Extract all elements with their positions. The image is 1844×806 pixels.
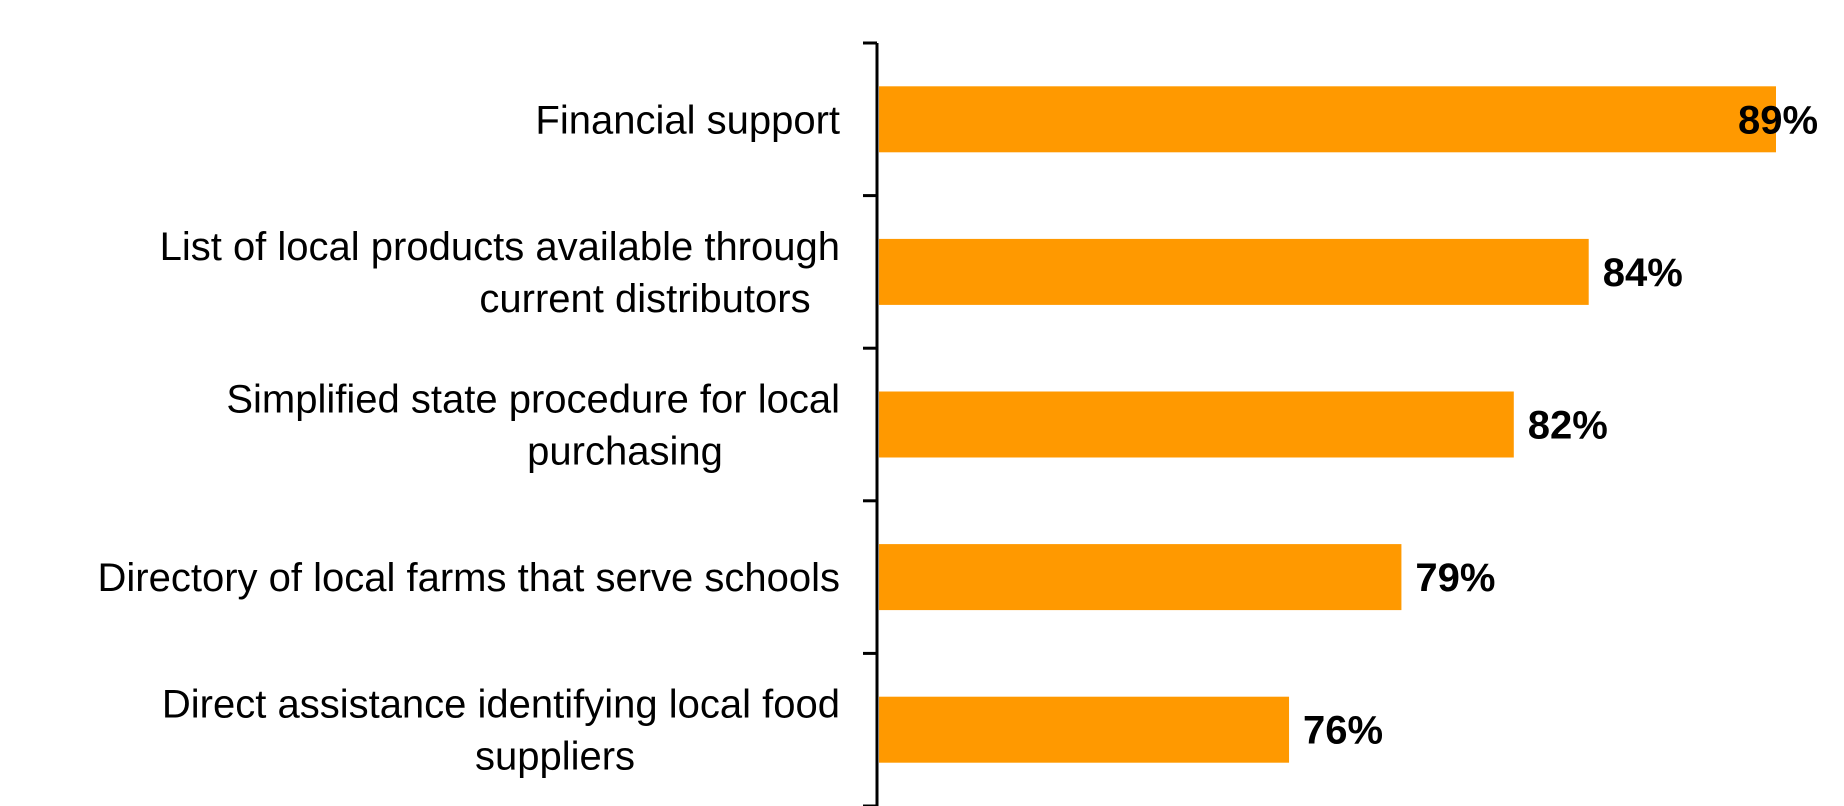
category-label: Direct assistance identifying local food… [162,683,840,779]
category-labels-group: Financial support List of local products … [98,98,840,778]
bar [879,391,1514,458]
value-label: 89% [1738,98,1818,142]
category-label-line: Financial support [535,98,840,142]
category-label: List of local products available through… [160,225,840,321]
category-label: Directory of local farms that serve scho… [98,556,840,600]
category-label-line: purchasing [527,430,723,474]
category-label-line: suppliers [475,735,635,779]
bar [879,544,1402,611]
bars-group [879,86,1776,763]
category-label-line: Simplified state procedure for local [226,378,840,422]
category-label: Financial support [535,98,840,142]
category-label-line: current distributors [479,277,810,321]
category-label-line: List of local products available through [160,225,840,269]
axis-ticks [863,41,877,806]
category-label: Simplified state procedure for local purc… [226,378,840,474]
bar [879,238,1589,305]
category-label-line: Directory of local farms that serve scho… [98,556,840,600]
value-label: 76% [1303,709,1383,753]
value-label: 82% [1528,404,1608,448]
bar [879,696,1290,763]
category-label-line: Direct assistance identifying local food [162,683,840,727]
value-label: 79% [1415,556,1495,600]
value-label: 84% [1603,251,1683,295]
value-labels-group: 89% 84% 82% 79% 76% [1303,98,1818,752]
bar [879,86,1776,153]
